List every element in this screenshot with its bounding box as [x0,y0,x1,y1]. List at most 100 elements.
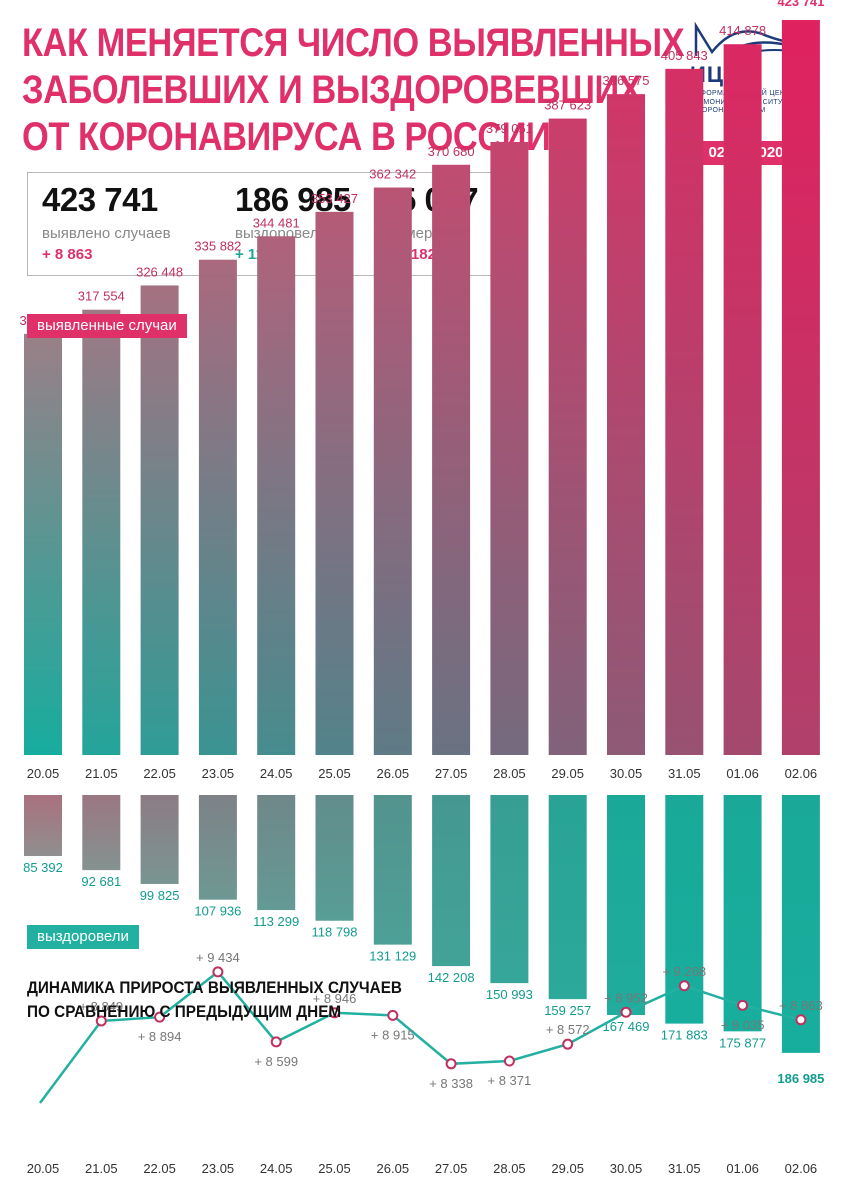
cases-bar-01.06 [723,44,762,755]
cases-value-label-01.06: 414 878 [719,23,766,38]
growth-point-01.06 [737,999,749,1011]
cases-bar-28.05 [490,141,529,756]
cases-value-label-30.05: 396 575 [603,73,650,88]
date-label-25.05: 25.05 [318,766,351,781]
recovered-bar-22.05 [140,795,179,884]
recovered-bar-20.05 [24,795,62,856]
recovered-series-tag: выздоровели [27,925,139,949]
growth-date-label-31.05: 31.05 [668,1161,701,1176]
recovered-bar-26.05 [373,795,412,945]
date-label-27.05: 27.05 [435,766,468,781]
growth-point-21.05 [95,1015,107,1027]
date-label-28.05: 28.05 [493,766,526,781]
growth-value-label-25.05: + 8 946 [313,991,357,1006]
growth-value-label-26.05: + 8 915 [371,1027,415,1042]
title-line-3: ОТ КОРОНАВИРУСА В РОССИИ [22,115,551,159]
recovered-bar-23.05 [198,795,237,900]
recovered-value-label-24.05: 113 299 [253,914,299,929]
growth-date-label-29.05: 29.05 [551,1161,584,1176]
stat-cases-value: 423 741 [42,181,158,218]
growth-date-label-30.05: 30.05 [610,1161,643,1176]
recovered-value-label-31.05: 171 883 [661,1028,708,1043]
date-label-20.05: 20.05 [27,766,60,781]
recovered-bar-24.05 [257,795,296,911]
growth-value-label-29.05: + 8 572 [546,1022,590,1037]
cases-value-label-31.05: 405 843 [661,48,708,63]
date-label-26.05: 26.05 [377,766,410,781]
growth-value-label-01.06: + 9 035 [721,1017,765,1032]
cases-bar-31.05 [665,68,704,756]
growth-point-23.05 [212,966,224,978]
cases-value-label-26.05: 362 342 [369,167,416,182]
recovered-value-label-28.05: 150 993 [486,987,533,1002]
cases-value-label-02.06: 423 741 [777,0,824,9]
cases-value-label-27.05: 370 680 [428,144,475,159]
cases-bar-25.05 [315,211,354,756]
cases-bar-02.06 [781,20,820,756]
cases-series-tag: выявленные случаи [27,314,187,338]
growth-value-label-30.05: + 8 952 [604,990,648,1005]
growth-value-label-24.05: + 8 599 [254,1054,298,1069]
growth-point-25.05 [329,1007,340,1019]
cases-value-label-23.05: 335 882 [194,239,241,254]
recovered-bar-chart: 85 392 92 681 99 825 107 936 113 299 118 798 1… [23,795,824,1086]
recovered-value-label-21.05: 92 681 [81,874,121,889]
recovered-bar-30.05 [607,795,645,1016]
cases-value-label-21.05: 317 554 [78,289,125,304]
line-chart-title-line-1: ДИНАМИКА ПРИРОСТА ВЫЯВЛЕННЫХ СЛУЧАЕВ [27,978,402,997]
date-label-02.06: 02.06 [785,766,818,781]
stat-cases-delta: + 8 863 [42,246,93,263]
growth-value-label-23.05: + 9 434 [196,950,240,965]
cases-value-label-29.05: 387 623 [544,98,591,113]
recovered-bar-29.05 [548,795,587,1000]
cases-value-label-28.05: 379 051 [486,121,533,136]
recovered-bar-25.05 [315,795,354,921]
growth-value-label-22.05: + 8 894 [138,1029,182,1044]
recovered-bar-02.06 [781,795,820,1053]
cases-value-label-22.05: 326 448 [136,264,183,279]
recovered-value-label-29.05: 159 257 [544,1003,591,1018]
date-label-31.05: 31.05 [668,766,701,781]
cases-bar-29.05 [548,118,587,755]
cases-bar-26.05 [373,187,412,756]
recovered-bar-01.06 [723,795,762,1032]
growth-value-label-21.05: + 8 849 [79,999,123,1014]
growth-point-22.05 [154,1011,166,1023]
recovered-value-label-27.05: 142 208 [428,970,475,985]
recovered-value-label-23.05: 107 936 [194,904,241,919]
recovered-bar-27.05 [432,795,471,967]
growth-value-label-02.06: + 8 863 [779,998,823,1013]
growth-value-label-31.05: + 9 268 [662,964,706,979]
recovered-value-label-30.05: 167 469 [603,1019,650,1034]
growth-line [38,970,802,1104]
growth-date-label-24.05: 24.05 [260,1161,293,1176]
growth-point-24.05 [270,1036,282,1048]
growth-date-label-22.05: 22.05 [143,1161,176,1176]
recovered-bar-28.05 [490,795,529,984]
growth-date-label-25.05: 25.05 [318,1161,351,1176]
date-label-23.05: 23.05 [202,766,235,781]
cases-bar-20.05 [24,333,62,755]
recovered-value-label-01.06: 175 877 [719,1035,766,1050]
growth-value-label-28.05: + 8 371 [488,1073,532,1088]
date-label-24.05: 24.05 [260,766,293,781]
cases-bar-22.05 [140,285,179,755]
growth-date-label-02.06: 02.06 [785,1161,818,1176]
growth-point-31.05 [678,980,690,992]
date-label-29.05: 29.05 [551,766,584,781]
growth-point-26.05 [387,1009,399,1021]
stat-cases: 423 741 выявлено случаев + 8 863 [42,181,171,263]
growth-value-label-27.05: + 8 338 [429,1076,473,1091]
growth-date-label-23.05: 23.05 [202,1161,235,1176]
date-label-22.05: 22.05 [143,766,176,781]
date-axis: 20.05 21.05 22.05 23.05 24.05 25.05 26.05 27.05… [27,766,817,781]
cases-value-label-25.05: 353 427 [311,191,358,206]
daily-growth-line-chart: + 8 849 + 8 894 + 9 434 + 8 599 + 8 946 + 8 9… [27,950,823,1176]
recovered-value-label-22.05: 99 825 [140,888,180,903]
cases-value-label-24.05: 344 481 [253,215,300,230]
date-label-01.06: 01.06 [726,766,759,781]
growth-point-27.05 [445,1058,457,1070]
cases-bar-30.05 [607,94,645,755]
growth-date-label-27.05: 27.05 [435,1161,468,1176]
